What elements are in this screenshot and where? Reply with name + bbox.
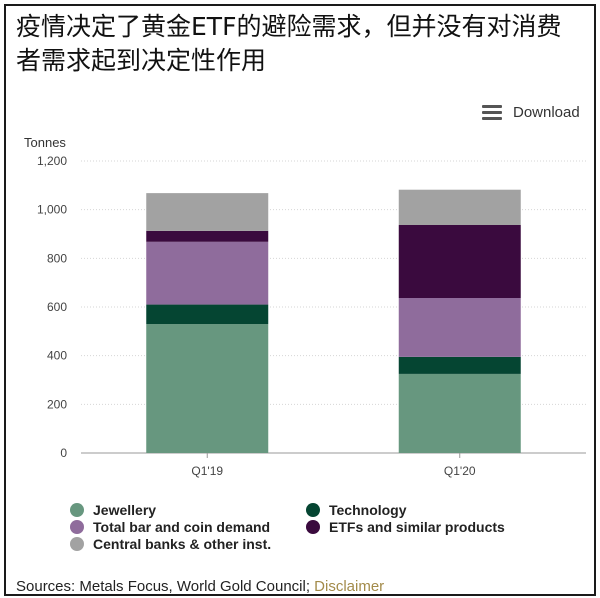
y-tick-label: 1,000: [37, 203, 67, 217]
legend-swatch-etf: [306, 520, 320, 534]
disclaimer-link[interactable]: Disclaimer: [314, 578, 385, 595]
bar-segment: [398, 297, 521, 357]
bar-segment: [146, 304, 269, 325]
legend-label-central-banks: Central banks & other inst.: [93, 536, 272, 552]
bar-segment: [398, 373, 521, 453]
menu-icon: [482, 105, 502, 120]
bar-segment: [398, 356, 521, 374]
legend-item-technology: Technology: [306, 502, 407, 518]
y-tick-label: 1,200: [37, 154, 67, 168]
y-tick-label: 200: [47, 397, 67, 411]
bar-segment: [146, 324, 269, 453]
legend-item-bar-coin: Total bar and coin demand: [70, 519, 270, 535]
download-button[interactable]: Download: [482, 104, 580, 121]
stacked-bar-chart: Tonnes 0 200 400 600 800 1,000 1,200 Q1'19 Q1'20: [24, 135, 586, 478]
legend-swatch-jewellery: [70, 503, 84, 517]
y-axis-title: Tonnes: [24, 135, 66, 150]
legend-item-jewellery: Jewellery: [70, 502, 156, 518]
legend-item-etf: ETFs and similar products: [306, 519, 505, 535]
legend-label-technology: Technology: [329, 502, 407, 518]
legend-label-bar-coin: Total bar and coin demand: [93, 519, 271, 535]
legend-item-central-banks: Central banks & other inst.: [70, 536, 271, 552]
legend-label-etf: ETFs and similar products: [329, 519, 505, 535]
legend-swatch-bar-coin: [70, 520, 84, 534]
x-tick-label: Q1'19: [191, 464, 223, 478]
y-tick-label: 400: [47, 349, 67, 363]
legend-swatch-technology: [306, 503, 320, 517]
headline: 疫情决定了黄金ETF的避险需求，但并没有对消费者需求起到决定性作用: [16, 12, 562, 75]
download-label: Download: [513, 104, 580, 121]
sources-text: Sources: Metals Focus, World Gold Counci…: [16, 578, 315, 595]
bar-segment: [398, 189, 521, 225]
bar-segment: [146, 241, 269, 305]
y-tick-label: 600: [47, 300, 67, 314]
y-tick-label: 800: [47, 251, 67, 265]
bar-segment: [146, 230, 269, 242]
legend-swatch-central-banks: [70, 537, 84, 551]
x-tick-label: Q1'20: [444, 464, 476, 478]
chart-frame: 疫情决定了黄金ETF的避险需求，但并没有对消费者需求起到决定性作用 Downlo…: [4, 4, 596, 596]
y-tick-label: 0: [60, 446, 67, 460]
legend-label-jewellery: Jewellery: [93, 502, 157, 518]
bar-segment: [146, 193, 269, 231]
bar-segment: [398, 224, 521, 298]
sources-line: Sources: Metals Focus, World Gold Counci…: [16, 578, 384, 595]
